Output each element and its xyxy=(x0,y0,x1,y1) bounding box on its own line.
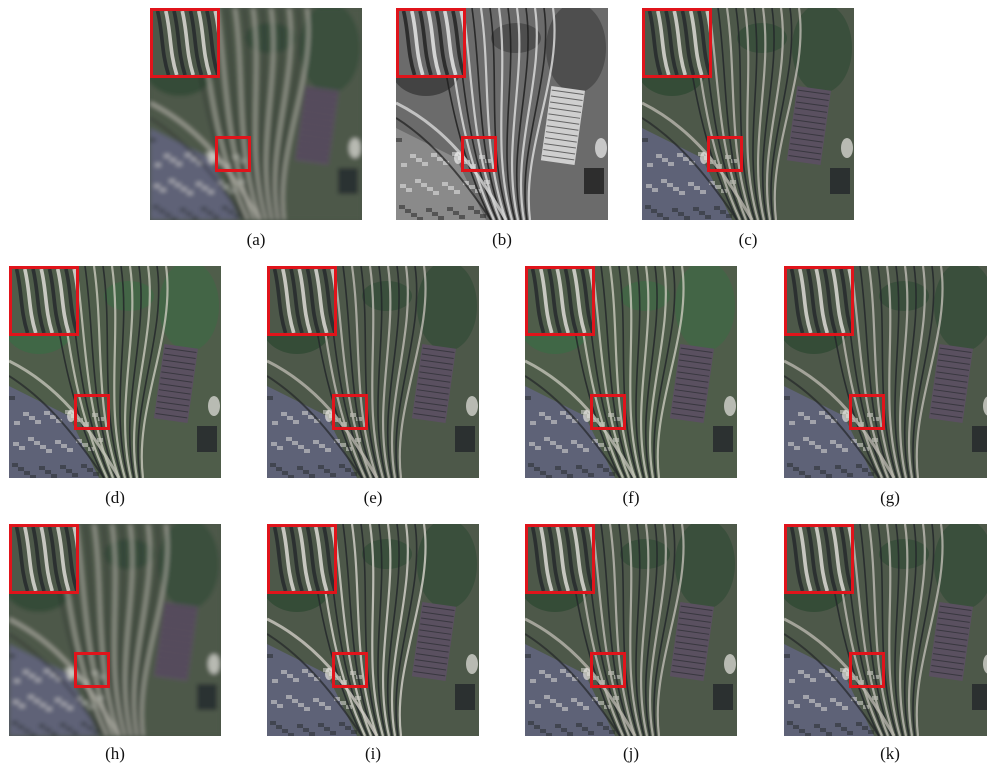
caption-g: (g) xyxy=(880,488,900,507)
roi-box xyxy=(332,394,368,430)
caption-e: (e) xyxy=(363,488,383,507)
panel-d xyxy=(9,266,221,478)
roi-box xyxy=(332,652,368,688)
caption-j: (j) xyxy=(622,744,640,763)
zoom-inset xyxy=(525,266,595,336)
roi-box xyxy=(215,136,251,172)
roi-box xyxy=(849,394,885,430)
roi-box xyxy=(74,652,110,688)
zoom-inset xyxy=(396,8,466,78)
caption-b: (b) xyxy=(492,230,512,249)
zoom-inset xyxy=(150,8,220,78)
caption-h: (h) xyxy=(105,744,125,763)
aerial-scene-image xyxy=(9,266,221,478)
roi-box xyxy=(461,136,497,172)
zoom-inset xyxy=(642,8,712,78)
panel-g xyxy=(784,266,987,478)
zoom-inset xyxy=(784,266,854,336)
roi-box xyxy=(590,652,626,688)
roi-box xyxy=(849,652,885,688)
panel-j xyxy=(525,524,737,736)
roi-box xyxy=(707,136,743,172)
panel-e xyxy=(267,266,479,478)
zoom-inset xyxy=(9,266,79,336)
roi-box xyxy=(590,394,626,430)
panel-k xyxy=(784,524,987,736)
panel-a xyxy=(150,8,362,220)
caption-c: (c) xyxy=(738,230,758,249)
panel-f xyxy=(525,266,737,478)
zoom-inset xyxy=(267,266,337,336)
caption-d: (d) xyxy=(105,488,125,507)
panel-h xyxy=(9,524,221,736)
panel-c xyxy=(642,8,854,220)
zoom-inset xyxy=(525,524,595,594)
caption-k: (k) xyxy=(880,744,900,763)
zoom-inset xyxy=(267,524,337,594)
caption-a: (a) xyxy=(246,230,266,249)
zoom-inset xyxy=(784,524,854,594)
caption-f: (f) xyxy=(622,488,640,507)
panel-b xyxy=(396,8,608,220)
caption-i: (i) xyxy=(364,744,382,763)
zoom-inset xyxy=(9,524,79,594)
panel-i xyxy=(267,524,479,736)
roi-box xyxy=(74,394,110,430)
